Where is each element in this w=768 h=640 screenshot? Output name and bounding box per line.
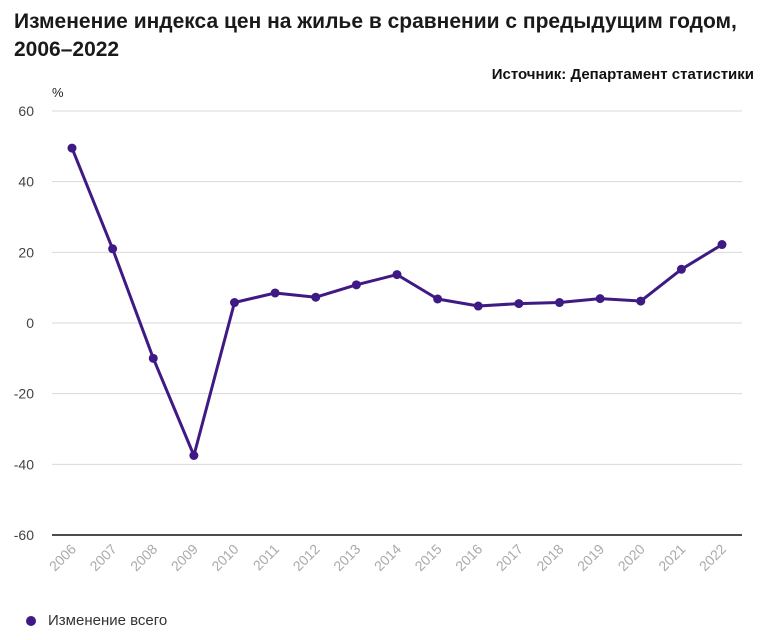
y-tick-label: -20 (14, 386, 34, 402)
data-point (595, 294, 605, 304)
legend-marker (26, 615, 36, 626)
data-points (67, 143, 727, 460)
x-tick-label: 2010 (208, 541, 241, 574)
x-tick-label: 2021 (655, 541, 688, 574)
legend: Изменение всего (26, 612, 167, 629)
data-point (636, 296, 646, 306)
y-tick-label: 0 (26, 315, 34, 331)
data-point (392, 270, 402, 280)
data-point (189, 451, 199, 460)
x-tick-label: 2011 (250, 541, 283, 574)
x-tick-label: 2009 (168, 541, 201, 574)
data-point (148, 353, 158, 363)
y-tick-label: 60 (18, 103, 34, 119)
x-tick-label: 2020 (615, 541, 648, 574)
y-axis-unit: % (52, 85, 64, 100)
data-point (473, 301, 483, 311)
x-tick-label: 2012 (290, 541, 323, 574)
data-point (433, 294, 443, 304)
data-point (514, 299, 524, 309)
x-tick-label: 2015 (411, 541, 444, 574)
gridlines (52, 110, 742, 465)
x-tick-label: 2017 (493, 541, 526, 574)
y-tick-label: 20 (18, 244, 34, 260)
series-line-total (70, 147, 723, 457)
x-tick-label: 2022 (696, 541, 729, 574)
data-point (351, 280, 361, 290)
data-point (270, 288, 280, 298)
data-point (230, 298, 239, 308)
data-point (717, 240, 727, 250)
chart-title: Изменение индекса цен на жилье в сравнен… (14, 10, 737, 61)
x-tick-label: 2013 (330, 541, 363, 574)
data-point (311, 292, 321, 302)
y-tick-label: -40 (14, 456, 34, 472)
data-point (108, 244, 118, 254)
y-tick-label: -60 (14, 527, 34, 543)
y-axis-ticks: 60 40 20 0 -20 -40 -60 (14, 103, 34, 543)
x-tick-label: 2006 (46, 541, 79, 574)
x-tick-label: 2014 (371, 541, 404, 574)
data-point (555, 298, 564, 308)
x-tick-label: 2018 (533, 541, 566, 574)
x-axis-ticks: 2006 2007 2008 2009 2010 2011 2012 2013 2014 2015… (46, 541, 729, 574)
x-tick-label: 2016 (452, 541, 485, 574)
legend-label: Изменение всего (48, 612, 168, 629)
data-point (676, 264, 686, 274)
x-tick-label: 2008 (127, 541, 160, 574)
x-tick-label: 2007 (86, 541, 119, 574)
source-note: Источник: Департамент статистики (491, 66, 754, 83)
y-tick-label: 40 (18, 174, 34, 190)
data-point (67, 143, 77, 153)
x-tick-label: 2019 (574, 541, 607, 574)
